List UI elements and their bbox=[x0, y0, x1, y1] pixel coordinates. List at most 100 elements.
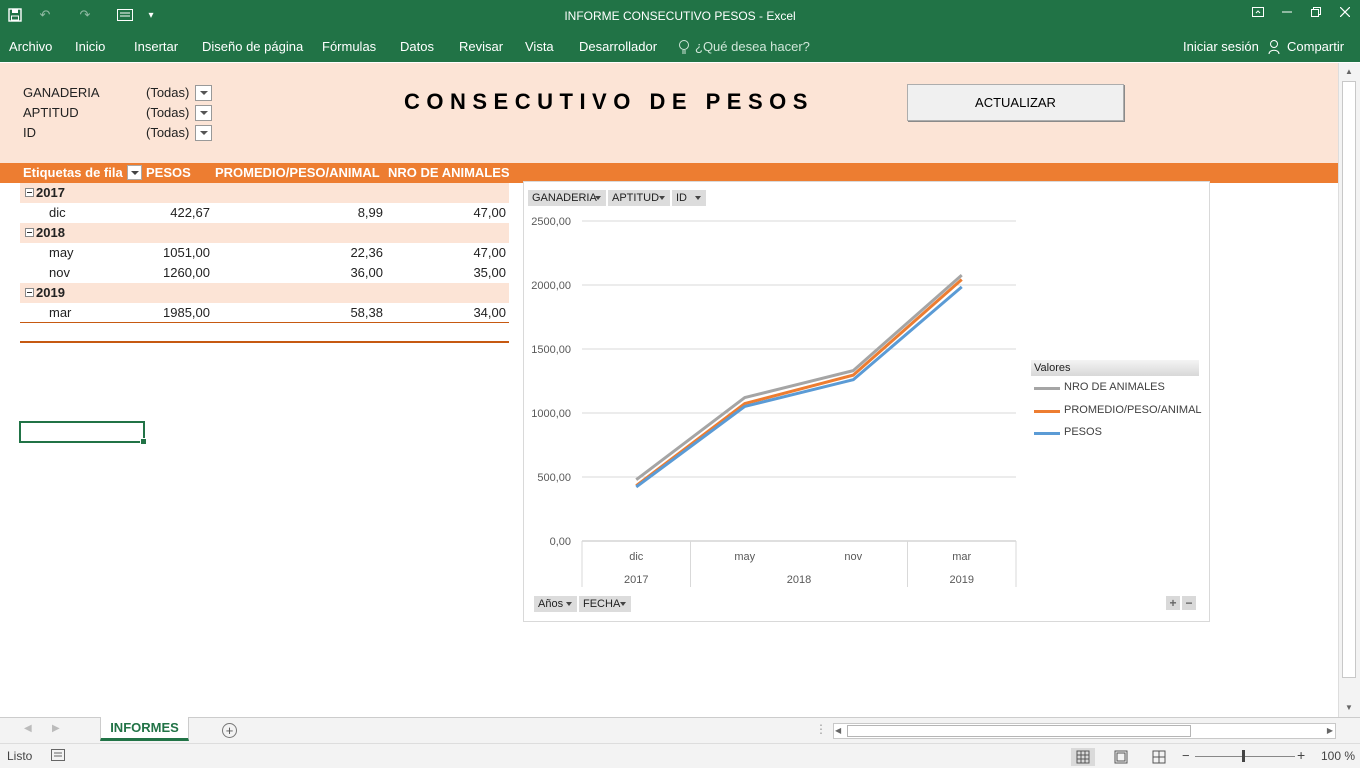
update-button[interactable]: ACTUALIZAR bbox=[907, 84, 1124, 121]
scroll-down-icon[interactable]: ▼ bbox=[1345, 703, 1353, 712]
title-bar: ↶ ↷ ▾ INFORME CONSECUTIVO PESOS - Excel bbox=[0, 0, 1360, 32]
zoom-slider-thumb[interactable] bbox=[1242, 750, 1245, 762]
share-button[interactable]: Compartir bbox=[1287, 39, 1345, 54]
pivot-header-pesos: PESOS bbox=[146, 165, 191, 180]
pivot-cell-pesos: 1260,00 bbox=[163, 265, 210, 280]
selected-cell[interactable] bbox=[19, 421, 147, 445]
redo-icon[interactable]: ↷ bbox=[79, 7, 91, 22]
pivot-year-row[interactable]: 2017 bbox=[20, 183, 509, 203]
tab-inicio[interactable]: Inicio bbox=[75, 39, 106, 54]
add-sheet-icon[interactable]: + bbox=[222, 723, 237, 738]
tab-insertar[interactable]: Insertar bbox=[134, 39, 179, 54]
filter-dropdown-id[interactable] bbox=[195, 125, 212, 141]
zoom-in-icon[interactable]: + bbox=[1297, 747, 1306, 763]
collapse-icon[interactable] bbox=[25, 188, 34, 197]
pivot-item-label: mar bbox=[49, 305, 72, 320]
pivot-chart[interactable]: GANADERIA APTITUD ID 0,00 500,00 1000,00 15… bbox=[523, 181, 1210, 622]
worksheet[interactable]: GANADERIA (Todas) APTITUD (Todas) ID (To… bbox=[0, 63, 1338, 717]
restore-icon[interactable] bbox=[1301, 0, 1331, 24]
ribbon: Archivo Inicio Insertar Diseño de página… bbox=[0, 32, 1360, 62]
pivot-year-row[interactable]: 2018 bbox=[20, 223, 509, 243]
chart-axis-fecha[interactable]: FECHA bbox=[579, 596, 631, 612]
save-icon[interactable] bbox=[4, 4, 26, 26]
tab-desarrollador[interactable]: Desarrollador bbox=[579, 39, 658, 54]
pivot-item-row[interactable]: may 1051,00 22,36 47,00 bbox=[20, 243, 509, 263]
tab-split-handle-icon[interactable]: ⋮ bbox=[815, 722, 827, 736]
chart-filter-id[interactable]: ID bbox=[672, 190, 706, 206]
filter-label-aptitud: APTITUD bbox=[23, 105, 79, 120]
next-sheet-icon[interactable]: ▶ bbox=[52, 723, 60, 734]
sheet-tab-informes[interactable]: INFORMES bbox=[100, 717, 189, 741]
pivot-cell-pesos: 422,67 bbox=[170, 205, 210, 220]
x-group-label: 2019 bbox=[950, 574, 974, 586]
legend-label-promedio: PROMEDIO/PESO/ANIMAL bbox=[1064, 404, 1202, 416]
scroll-up-icon[interactable]: ▲ bbox=[1345, 67, 1353, 76]
tab-archivo[interactable]: Archivo bbox=[9, 39, 53, 54]
tab-datos[interactable]: Datos bbox=[400, 39, 434, 54]
pivot-year-row[interactable]: 2019 bbox=[20, 283, 509, 303]
chart-filter-ganaderia[interactable]: GANADERIA bbox=[528, 190, 606, 206]
chart-filter-aptitud-label: APTITUD bbox=[612, 192, 660, 204]
zoom-level[interactable]: 100 % bbox=[1321, 749, 1356, 763]
prev-sheet-icon[interactable]: ◀ bbox=[24, 723, 32, 734]
tab-revisar[interactable]: Revisar bbox=[459, 39, 504, 54]
chart-axis-fecha-label: FECHA bbox=[583, 598, 621, 610]
x-tick-label: mar bbox=[952, 551, 971, 563]
legend-label-nro: NRO DE ANIMALES bbox=[1064, 381, 1165, 393]
sheet-tabs-bar: ◀ ▶ INFORMES + ⋮ ◀ ▶ bbox=[0, 717, 1360, 743]
tab-vista[interactable]: Vista bbox=[525, 39, 554, 54]
page-layout-view-icon[interactable] bbox=[1109, 748, 1133, 766]
chart-axis-anos[interactable]: Años bbox=[534, 596, 577, 612]
chart-filter-aptitud[interactable]: APTITUD bbox=[608, 190, 670, 206]
scroll-left-icon[interactable]: ◀ bbox=[835, 726, 842, 735]
customize-qat-icon[interactable]: ▾ bbox=[148, 9, 154, 21]
filter-value-id: (Todas) bbox=[146, 125, 190, 140]
collapse-field-icon[interactable]: − bbox=[1182, 596, 1196, 610]
zoom-slider[interactable] bbox=[1195, 756, 1295, 757]
collapse-icon[interactable] bbox=[25, 228, 34, 237]
legend-title: Valores bbox=[1031, 360, 1199, 376]
pivot-item-row[interactable]: nov 1260,00 36,00 35,00 bbox=[20, 263, 509, 283]
horizontal-scrollbar[interactable]: ◀ ▶ bbox=[833, 723, 1336, 739]
x-group-label: 2017 bbox=[624, 574, 648, 586]
filter-label-ganaderia: GANADERIA bbox=[23, 85, 100, 100]
sign-in-link[interactable]: Iniciar sesión bbox=[1183, 39, 1259, 54]
close-icon[interactable] bbox=[1330, 0, 1360, 24]
scroll-right-icon[interactable]: ▶ bbox=[1326, 726, 1333, 735]
pivot-cell-promedio: 36,00 bbox=[350, 265, 383, 280]
normal-view-icon[interactable] bbox=[1071, 748, 1095, 766]
pivot-grand-total-border bbox=[20, 341, 509, 343]
ribbon-display-icon[interactable] bbox=[1243, 0, 1273, 24]
series-line-promedio-peso-animal bbox=[635, 278, 963, 487]
tell-me-search[interactable]: ¿Qué desea hacer? bbox=[695, 39, 810, 54]
x-tick-label: may bbox=[734, 551, 755, 563]
pivot-item-row[interactable]: dic 422,67 8,99 47,00 bbox=[20, 203, 509, 223]
form-icon[interactable] bbox=[114, 4, 136, 26]
series-line-pesos bbox=[635, 285, 963, 489]
page-break-view-icon[interactable] bbox=[1147, 748, 1171, 766]
pivot-cell-nro: 47,00 bbox=[473, 245, 506, 260]
pivot-cell-promedio: 58,38 bbox=[350, 305, 383, 320]
filter-dropdown-ganaderia[interactable] bbox=[195, 85, 212, 101]
zoom-out-icon[interactable]: − bbox=[1182, 748, 1190, 763]
undo-icon[interactable]: ↶ bbox=[39, 7, 51, 22]
macro-record-icon[interactable] bbox=[51, 749, 65, 764]
vertical-scroll-thumb[interactable] bbox=[1342, 81, 1356, 678]
y-tick-label: 500,00 bbox=[537, 472, 571, 484]
tab-diseno-de-pagina[interactable]: Diseño de página bbox=[202, 39, 304, 54]
legend-line-promedio bbox=[1034, 410, 1060, 413]
pivot-year-label: 2018 bbox=[36, 225, 65, 240]
tab-formulas[interactable]: Fórmulas bbox=[322, 39, 377, 54]
horizontal-scroll-thumb[interactable] bbox=[847, 725, 1191, 737]
y-tick-label: 0,00 bbox=[550, 536, 571, 548]
minimize-icon[interactable] bbox=[1272, 0, 1302, 24]
vertical-scrollbar[interactable]: ▲ ▼ bbox=[1338, 63, 1360, 717]
pivot-item-row[interactable]: mar 1985,00 58,38 34,00 bbox=[20, 303, 509, 323]
row-labels-filter-button[interactable] bbox=[127, 165, 142, 180]
x-tick-label: nov bbox=[844, 551, 862, 563]
y-tick-label: 2500,00 bbox=[531, 216, 571, 228]
collapse-icon[interactable] bbox=[25, 288, 34, 297]
expand-field-icon[interactable]: + bbox=[1166, 596, 1180, 610]
x-group-label: 2018 bbox=[787, 574, 811, 586]
filter-dropdown-aptitud[interactable] bbox=[195, 105, 212, 121]
